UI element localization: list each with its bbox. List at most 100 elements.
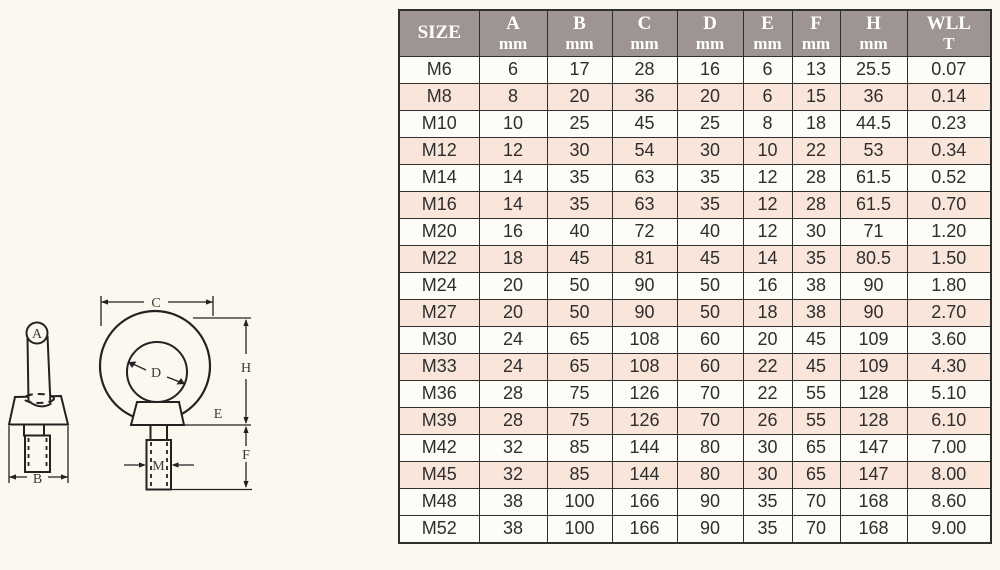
value-cell: 30: [791, 217, 841, 246]
value-cell: 85: [546, 460, 613, 489]
value-cell: 54: [611, 136, 678, 165]
arrow-m-left: [139, 462, 146, 468]
value-cell: 75: [546, 406, 613, 435]
arrow-b-right: [61, 474, 68, 480]
value-cell: 12: [742, 163, 793, 192]
table-row-m16: M16 14 35 63 35 12 28 61.5 0.70: [398, 190, 992, 219]
arrow-h-top: [243, 319, 249, 326]
value-cell: 28: [478, 406, 548, 435]
size-cell: M16: [398, 190, 480, 219]
value-cell: 108: [611, 352, 678, 381]
value-cell: 109: [839, 352, 908, 381]
value-cell: 80: [676, 460, 744, 489]
table-row-m14: M14 14 35 63 35 12 28 61.5 0.52: [398, 163, 992, 192]
front-base: [129, 401, 186, 426]
table-row-m33: M33 24 65 108 60 22 45 109 4.30: [398, 352, 992, 381]
value-cell: 38: [791, 298, 841, 327]
value-cell: 80.5: [839, 244, 908, 273]
value-cell: 9.00: [906, 514, 992, 544]
value-cell: 50: [546, 271, 613, 300]
table-row-m36: M36 28 75 126 70 22 55 128 5.10: [398, 379, 992, 408]
value-cell: 20: [546, 82, 613, 111]
eyebolt-technical-drawing: A B: [7, 296, 252, 491]
table-row-m24: M24 20 50 90 50 16 38 90 1.80: [398, 271, 992, 300]
value-cell: 100: [546, 487, 613, 516]
arrow-c-right: [206, 299, 213, 305]
column-header-size: SIZE: [398, 9, 480, 57]
value-cell: 18: [791, 109, 841, 138]
value-cell: 30: [676, 136, 744, 165]
table-row-m30: M30 24 65 108 60 20 45 109 3.60: [398, 325, 992, 354]
size-cell: M22: [398, 244, 480, 273]
table-row-m8: M8 8 20 36 20 6 15 36 0.14: [398, 82, 992, 111]
arrow-d-right: [176, 378, 185, 385]
value-cell: 5.10: [906, 379, 992, 408]
value-cell: 22: [791, 136, 841, 165]
value-cell: 20: [478, 271, 548, 300]
size-cell: M24: [398, 271, 480, 300]
value-cell: 45: [791, 352, 841, 381]
table-row-m27: M27 20 50 90 50 18 38 90 2.70: [398, 298, 992, 327]
value-cell: 70: [791, 487, 841, 516]
size-cell: M52: [398, 514, 480, 544]
value-cell: 0.23: [906, 109, 992, 138]
arrow-m-right: [171, 462, 179, 468]
value-cell: 45: [546, 244, 613, 273]
value-cell: 6.10: [906, 406, 992, 435]
value-cell: 65: [546, 352, 613, 381]
value-cell: 90: [611, 298, 678, 327]
value-cell: 1.80: [906, 271, 992, 300]
value-cell: 30: [546, 136, 613, 165]
arrow-f-bottom: [243, 481, 249, 488]
value-cell: 90: [676, 514, 744, 544]
value-cell: 35: [676, 163, 744, 192]
value-cell: 38: [478, 514, 548, 544]
value-cell: 10: [742, 136, 793, 165]
value-cell: 126: [611, 379, 678, 408]
side-ring-top: [25, 321, 49, 345]
value-cell: 85: [546, 433, 613, 462]
value-cell: 0.07: [906, 55, 992, 84]
dim-label-a: A: [32, 327, 43, 342]
value-cell: 36: [839, 82, 908, 111]
value-cell: 0.52: [906, 163, 992, 192]
value-cell: 25: [546, 109, 613, 138]
value-cell: 24: [478, 352, 548, 381]
size-cell: M36: [398, 379, 480, 408]
value-cell: 147: [839, 460, 908, 489]
size-cell: M39: [398, 406, 480, 435]
value-cell: 63: [611, 163, 678, 192]
arrow-b-left: [9, 474, 16, 480]
side-hidden-hole: [23, 393, 55, 404]
dim-label-m: M: [152, 459, 165, 474]
value-cell: 25: [676, 109, 744, 138]
value-cell: 81: [611, 244, 678, 273]
table-row-m48: M48 38 100 166 90 35 70 168 8.60: [398, 487, 992, 516]
dim-label-c: C: [151, 296, 160, 311]
value-cell: 12: [742, 217, 793, 246]
table-row-m52: M52 38 100 166 90 35 70 168 9.00: [398, 514, 992, 544]
value-cell: 28: [611, 55, 678, 84]
value-cell: 3.60: [906, 325, 992, 354]
value-cell: 71: [839, 217, 908, 246]
value-cell: 28: [791, 190, 841, 219]
value-cell: 1.50: [906, 244, 992, 273]
value-cell: 168: [839, 514, 908, 544]
value-cell: 35: [742, 487, 793, 516]
value-cell: 65: [791, 433, 841, 462]
size-cell: M20: [398, 217, 480, 246]
value-cell: 45: [611, 109, 678, 138]
front-neck: [149, 424, 168, 441]
value-cell: 65: [791, 460, 841, 489]
value-cell: 45: [791, 325, 841, 354]
value-cell: 35: [742, 514, 793, 544]
value-cell: 45: [676, 244, 744, 273]
value-cell: 13: [791, 55, 841, 84]
size-cell: M33: [398, 352, 480, 381]
value-cell: 14: [742, 244, 793, 273]
value-cell: 144: [611, 433, 678, 462]
